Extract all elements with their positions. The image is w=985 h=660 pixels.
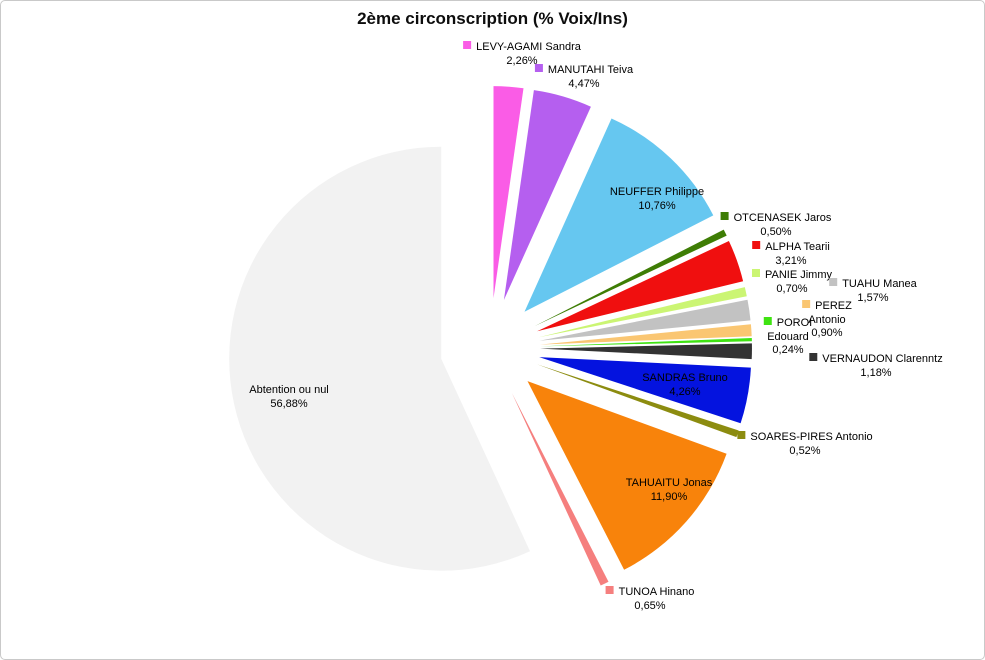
slice-name-text: ALPHA Tearii: [765, 241, 830, 253]
legend-key-square-tunoa: [605, 586, 614, 594]
slice-label-sandras: SANDRAS Bruno 4,26%: [642, 372, 728, 399]
legend-key-square-levy-agami: [463, 41, 472, 49]
slice-name-text: OTCENASEK Jaros: [733, 212, 832, 224]
slice-name-text: VERNAUDON Clarenntz: [822, 353, 943, 365]
slice-label-manutahi: MANUTAHI Teiva 4,47%: [534, 64, 634, 91]
slice-name-line: ALPHA Tearii: [752, 241, 830, 255]
pie-slice-manutahi: [503, 90, 591, 300]
legend-key-square-alpha: [752, 241, 761, 249]
slice-label-tuahu: TUAHU Manea 1,57%: [829, 278, 917, 305]
slice-name-line: SOARES-PIRES Antonio: [737, 431, 873, 445]
pie-slice-alpha: [537, 241, 744, 332]
slice-name-line: LEVY-AGAMI Sandra: [463, 41, 581, 55]
slice-name-text: NEUFFER Philippe: [609, 186, 705, 198]
pie-slice-tuahu: [539, 299, 751, 341]
legend-key-square-vernaudon: [809, 353, 818, 361]
slice-name-text: PANIE Jimmy: [764, 269, 833, 281]
pie-slice-otcenasek: [534, 229, 727, 326]
slice-name-text: TAHUAITU Jonas: [625, 477, 713, 489]
chart-title: 2ème circonscription (% Voix/Ins): [357, 9, 628, 28]
slice-percent-text: 1,57%: [857, 291, 889, 304]
slice-percent-text: 11,90%: [650, 490, 688, 503]
pie-slice-sandras: [539, 357, 751, 424]
slice-label-otcenasek: OTCENASEK Jaros 0,50%: [720, 212, 832, 239]
slice-percent-text: 1,18%: [860, 366, 892, 379]
slice-percent-text: 0,65%: [634, 599, 666, 612]
slice-name-text: Abtention ou nul: [249, 384, 329, 396]
slice-label-vernaudon: VERNAUDON Clarenntz 1,18%: [809, 353, 943, 380]
slice-name-text: SOARES-PIRES Antonio: [750, 431, 873, 443]
slice-label-tunoa: TUNOA Hinano 0,65%: [605, 586, 695, 613]
slice-percent-text: 3,21%: [775, 254, 807, 267]
slice-name-text: Antonio: [808, 313, 846, 326]
slice-name-text: PEREZ: [815, 300, 852, 312]
slice-label-alpha: ALPHA Tearii 3,21%: [752, 241, 830, 268]
slice-label-perez: PEREZ Antonio 0,90%: [802, 300, 852, 341]
slice-percent-text: 0,70%: [776, 282, 808, 295]
slice-percent-text: 10,76%: [638, 199, 676, 212]
slice-percent-text: 4,26%: [669, 385, 701, 398]
slice-percent-text: 56,88%: [270, 397, 308, 410]
slice-name-line: MANUTAHI Teiva: [534, 64, 634, 78]
pie-slice-neuffer: [524, 118, 714, 312]
slice-name-line: TAHUAITU Jonas: [626, 477, 713, 491]
pie-slice-poroi: [540, 338, 752, 347]
slice-name-line: POROI: [763, 317, 813, 331]
pie-slice-tahuaitu: [527, 381, 727, 570]
pie-slice-panie: [538, 287, 747, 338]
slice-label-abstention: Abtention ou nul 56,88%: [249, 384, 329, 411]
slice-name-text: LEVY-AGAMI Sandra: [476, 41, 581, 53]
slice-name-line: OTCENASEK Jaros: [720, 212, 832, 226]
pie-slice-abstention: [229, 146, 531, 571]
slice-name-text: SANDRAS Bruno: [642, 372, 728, 384]
slice-name-line: TUAHU Manea: [829, 278, 917, 292]
pie-slice-perez: [539, 324, 752, 345]
slice-name-text: MANUTAHI Teiva: [547, 64, 634, 76]
slice-label-poroi: POROI Edouard 0,24%: [763, 317, 813, 358]
legend-key-square-poroi: [763, 317, 772, 325]
slice-percent-text: 0,24%: [772, 344, 804, 356]
slice-name-line: Abtention ou nul: [249, 384, 329, 398]
pie-slice-soares-pires: [537, 364, 739, 438]
legend-key-square-otcenasek: [720, 212, 729, 220]
slice-name-text: TUAHU Manea: [842, 278, 917, 290]
pie-slice-levy-agami: [493, 86, 524, 299]
legend-key-square-manutahi: [534, 64, 543, 72]
slice-percent-text: 4,47%: [568, 77, 600, 90]
legend-key-square-panie: [751, 269, 760, 277]
slice-name-line: NEUFFER Philippe: [610, 186, 704, 200]
slice-name-line: TUNOA Hinano: [605, 586, 695, 600]
pie-slice-vernaudon: [540, 343, 752, 360]
slice-label-tahuaitu: TAHUAITU Jonas 11,90%: [626, 477, 713, 504]
slice-label-soares-pires: SOARES-PIRES Antonio 0,52%: [737, 431, 873, 458]
slice-label-neuffer: NEUFFER Philippe 10,76%: [610, 186, 704, 213]
slice-name-text: Edouard: [767, 330, 809, 343]
slice-name-line: PEREZ: [802, 300, 852, 314]
slice-percent-text: 2,26%: [506, 54, 538, 67]
slice-name-line: SANDRAS Bruno: [642, 372, 728, 386]
slice-percent-text: 0,52%: [789, 444, 821, 457]
slice-percent-text: 0,90%: [811, 327, 843, 339]
slice-name-line: PANIE Jimmy: [751, 269, 833, 283]
slice-name-line: Antonio: [802, 314, 852, 328]
slice-name-line: VERNAUDON Clarenntz: [809, 353, 943, 367]
slice-percent-text: 0,50%: [760, 225, 792, 238]
pie-slice-tunoa: [511, 393, 609, 586]
legend-key-square-tuahu: [829, 278, 838, 286]
slice-label-levy-agami: LEVY-AGAMI Sandra 2,26%: [463, 41, 581, 68]
slice-name-text: POROI: [776, 317, 813, 329]
legend-key-square-soares-pires: [737, 431, 746, 439]
slice-label-panie: PANIE Jimmy 0,70%: [751, 269, 833, 296]
slice-name-text: TUNOA Hinano: [618, 586, 695, 598]
legend-key-square-perez: [802, 300, 811, 308]
slice-name-line: Edouard: [764, 331, 812, 345]
